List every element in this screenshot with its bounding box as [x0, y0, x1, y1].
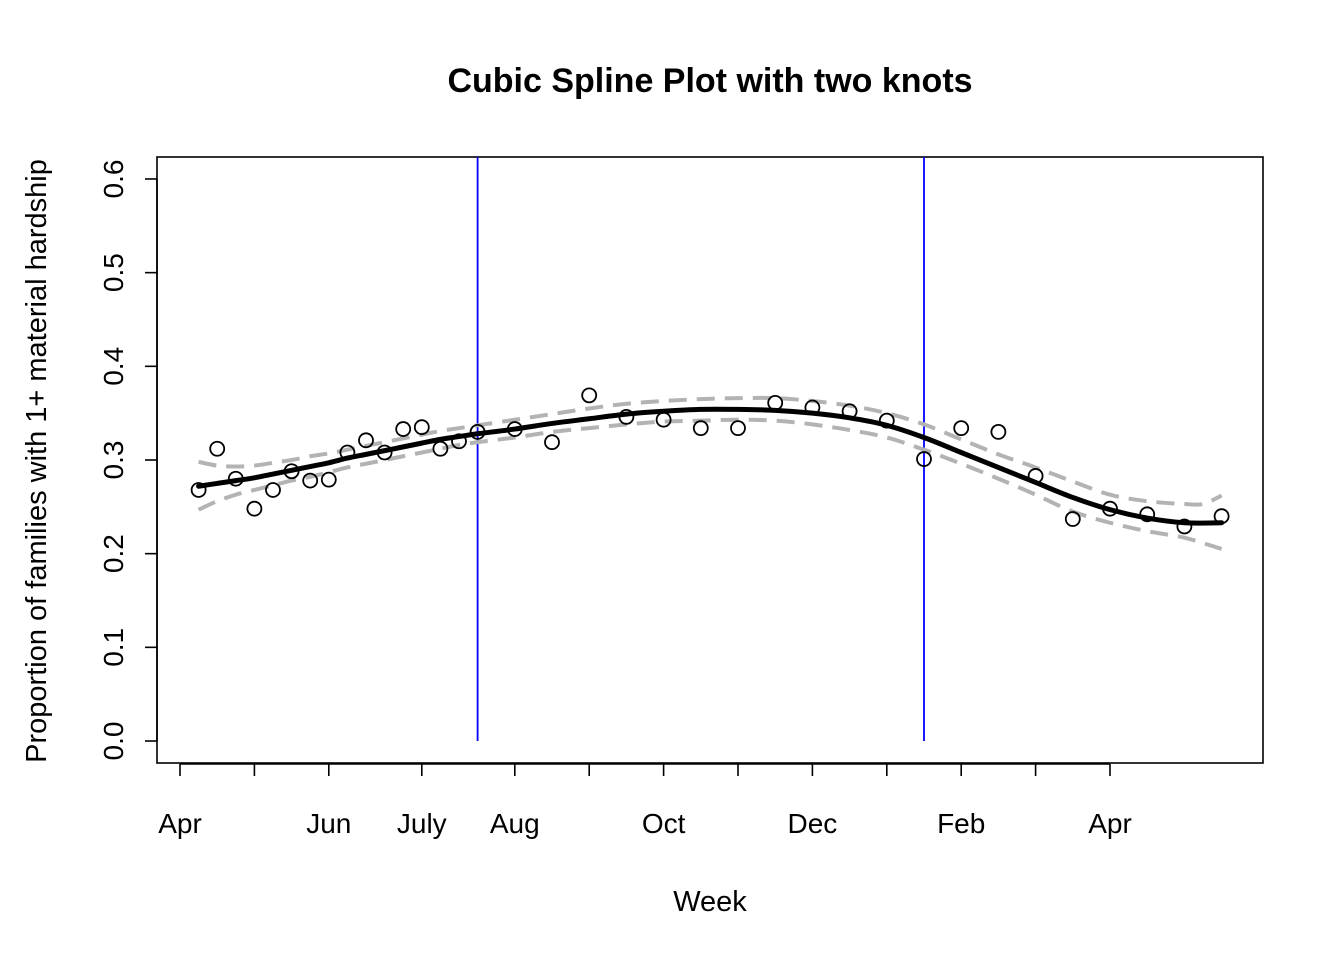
upper-band — [198, 395, 1223, 507]
x-tick-label: Dec — [788, 808, 838, 839]
data-point — [432, 440, 449, 457]
data-point — [1139, 506, 1156, 523]
data-point — [1064, 511, 1081, 527]
data-point — [618, 409, 635, 425]
data-point — [339, 444, 356, 461]
x-tick-label: Apr — [158, 808, 202, 839]
plot-frame — [156, 156, 1264, 764]
data-point — [283, 463, 300, 480]
data-point — [190, 482, 207, 498]
data-point — [376, 444, 393, 461]
data-point — [544, 434, 560, 451]
chart-title: Cubic Spline Plot with two knots — [447, 62, 972, 100]
data-point — [506, 421, 523, 437]
data-point — [655, 411, 672, 428]
data-point — [916, 451, 932, 467]
data-point — [320, 471, 337, 488]
data-point — [804, 399, 821, 416]
data-point — [209, 440, 226, 457]
x-tick-label: Jun — [306, 808, 351, 839]
data-point — [395, 421, 412, 437]
data-point — [1176, 518, 1193, 535]
data-point — [692, 420, 709, 437]
data-point — [767, 394, 784, 411]
data-point — [730, 420, 746, 437]
y-tick-label: 0.1 — [98, 628, 129, 667]
data-point — [878, 412, 895, 429]
data-point — [246, 500, 263, 517]
data-point — [227, 470, 244, 487]
x-tick-label: July — [397, 808, 447, 839]
data-point — [451, 433, 467, 450]
y-tick-label: 0.5 — [98, 253, 129, 292]
y-tick-label: 0.3 — [98, 441, 129, 480]
data-point — [1102, 500, 1118, 517]
x-axis-label: Week — [673, 886, 747, 918]
lower-band — [197, 417, 1223, 551]
axes: 0.0 0.1 0.2 0.3 0.4 0.5 0.6 Apr Jun July Aug Oct Dec… — [98, 160, 1132, 839]
confidence-bands — [197, 395, 1223, 551]
knot-lines — [476, 157, 925, 741]
data-point — [581, 387, 598, 404]
x-tick-label: Apr — [1088, 808, 1132, 839]
x-tick-label: Aug — [490, 808, 540, 839]
data-point — [1027, 468, 1044, 484]
y-axis-label: Proportion of families with 1+ material … — [21, 159, 53, 763]
data-point — [265, 482, 281, 498]
spline-line — [196, 406, 1225, 526]
data-points — [190, 387, 1230, 535]
data-point — [990, 423, 1007, 440]
x-tick-label: Oct — [642, 808, 686, 839]
data-point — [953, 420, 970, 437]
data-point — [302, 472, 319, 489]
y-tick-label: 0.6 — [98, 160, 129, 199]
data-point — [841, 403, 858, 420]
data-point — [358, 432, 374, 449]
data-point — [1213, 508, 1230, 525]
data-point — [469, 423, 486, 440]
y-tick-label: 0.4 — [98, 347, 129, 386]
y-tick-label: 0.2 — [98, 534, 129, 573]
fit-curve — [196, 406, 1225, 526]
y-tick-label: 0.0 — [98, 722, 129, 761]
x-tick-label: Feb — [937, 808, 985, 839]
data-point — [413, 419, 430, 436]
